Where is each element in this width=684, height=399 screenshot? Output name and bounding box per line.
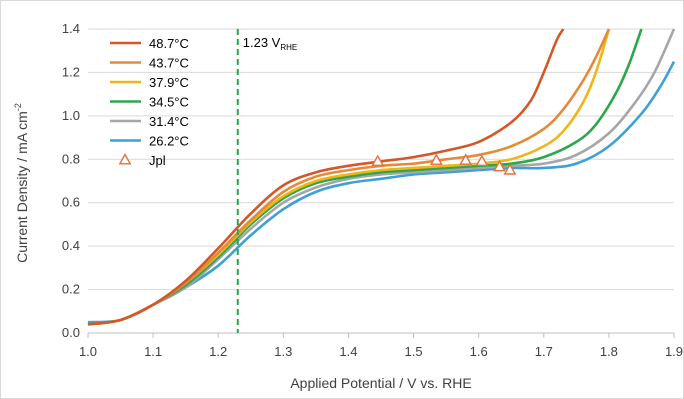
jpl-marker	[371, 154, 385, 167]
series-line-48.7°C	[87, 28, 565, 326]
y-tick-label: 1.2	[62, 64, 80, 79]
series-lines	[87, 28, 676, 326]
annotation-subscript: RHE	[280, 43, 297, 52]
legend: 48.7°C 43.7°C 37.9°C 34.5°C 31.4°C 26.2°C Jpl	[110, 36, 189, 168]
legend-label: 26.2°C	[149, 134, 189, 149]
x-tick-label: 1.3	[274, 344, 292, 359]
x-tick-label: 1.7	[535, 344, 553, 359]
x-tick-label: 1.6	[470, 344, 488, 359]
legend-label: 34.5°C	[149, 95, 189, 110]
x-tick-label: 1.5	[405, 344, 423, 359]
annotation-layer: 1.23 VRHE	[236, 29, 297, 333]
annotation-text: 1.23 V	[243, 35, 281, 50]
series-line-31.4°C	[87, 28, 676, 326]
series-line-34.5°C	[87, 28, 643, 326]
x-tick-label: 1.9	[665, 344, 683, 359]
y-tick-label: 0.6	[62, 195, 80, 210]
legend-label: 43.7°C	[149, 56, 189, 71]
legend-label: 31.4°C	[149, 114, 189, 129]
jpl-marker	[459, 153, 473, 165]
y-tick-label: 0.8	[62, 151, 80, 166]
x-tick-label: 1.8	[600, 344, 618, 359]
legend-label: 37.9°C	[149, 75, 189, 90]
y-axis-title-main: Current Density / mA cm	[14, 111, 30, 263]
jpl-marker	[429, 153, 443, 165]
jpl-marker	[493, 159, 506, 172]
y-tick-label: 0.2	[62, 282, 80, 297]
x-tick-label: 1.0	[79, 344, 97, 359]
legend-swatch-jpl	[118, 153, 132, 165]
y-axis-title-sup: -2	[13, 103, 23, 111]
annotation-label: 1.23 VRHE	[243, 35, 297, 52]
jpl-marker	[475, 154, 489, 167]
y-tick-label: 0.4	[62, 238, 80, 253]
x-tick-label: 1.1	[144, 344, 162, 359]
y-axis-title: Current Density / mA cm-2	[13, 103, 30, 263]
jpl-marker	[503, 163, 517, 175]
legend-label: Jpl	[149, 153, 166, 168]
legend-label: 48.7°C	[149, 36, 189, 51]
gridlines	[88, 28, 674, 291]
y-tick-label: 1.4	[62, 21, 80, 36]
axes: 0.0 0.2 0.4 0.6 0.8 1.0 1.2 1.4 1.0 1.1 1.2 1.3 1.4 1…	[62, 21, 683, 359]
x-tick-label: 1.4	[339, 344, 357, 359]
jpl-markers	[371, 153, 517, 175]
y-tick-label: 0.0	[62, 325, 80, 340]
x-tick-label: 1.2	[209, 344, 227, 359]
y-tick-label: 1.0	[62, 108, 80, 123]
x-axis-title: Applied Potential / V vs. RHE	[290, 375, 471, 391]
